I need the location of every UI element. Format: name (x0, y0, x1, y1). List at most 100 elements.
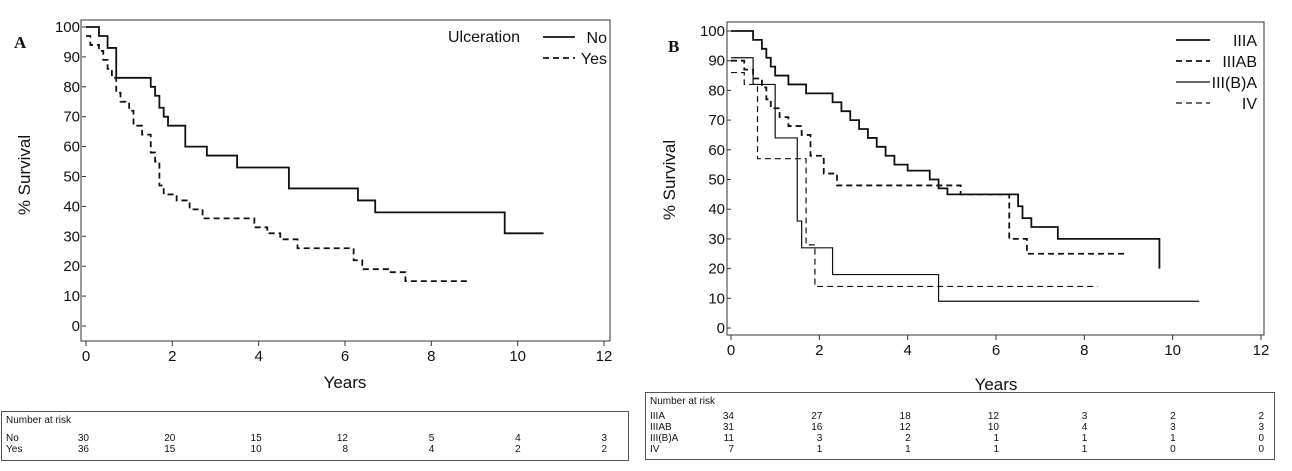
y-tick-label-b: 80 (708, 82, 725, 99)
risk-row: IIIA 34 27 18 12 3 2 2 (646, 411, 1274, 422)
y-tick-label-a: 90 (63, 49, 80, 66)
panel-letter-b: B (668, 37, 679, 56)
x-tick-label-a: 0 (82, 348, 90, 365)
risk-row-label: IIIAB (650, 422, 672, 433)
number-at-risk-title-b: Number at risk (650, 396, 716, 407)
x-tick-label-a: 10 (509, 348, 526, 365)
y-tick-label-a: 10 (63, 288, 80, 305)
x-tick-label-b: 10 (1164, 342, 1181, 359)
x-tick-label-b: 8 (1080, 342, 1088, 359)
y-tick-label-b: 20 (708, 261, 725, 278)
y-tick-label-a: 100 (55, 19, 80, 36)
risk-count: 2 (1258, 411, 1264, 422)
y-tick-label-a: 60 (63, 139, 80, 156)
risk-count: 10 (250, 444, 262, 455)
risk-row-label: III(B)A (650, 433, 679, 444)
y-tick-label-b: 40 (708, 201, 725, 218)
number-at-risk-table-a: Number at risk No 30 20 15 12 5 4 3 Yes 36 15 10 8 4 2… (1, 411, 629, 461)
series-line-a-no (86, 26, 544, 235)
y-tick-label-a: 70 (63, 109, 80, 126)
x-tick-label-a: 12 (596, 348, 613, 365)
risk-count: 16 (811, 422, 823, 433)
risk-count: 1 (993, 433, 999, 444)
risk-count: 1 (1081, 433, 1088, 444)
risk-row-label: IIIA (650, 411, 666, 422)
risk-count: 11 (723, 433, 734, 444)
risk-count: 2 (601, 444, 607, 455)
y-tick-label-b: 100 (700, 23, 725, 40)
risk-count: 3 (601, 433, 607, 444)
risk-count: 18 (899, 411, 911, 422)
risk-row-label: IV (650, 444, 660, 455)
y-tick-label-a: 20 (63, 258, 80, 275)
risk-count: 2 (1170, 411, 1176, 422)
risk-count: 30 (77, 433, 89, 444)
risk-count: 2 (515, 444, 521, 455)
series-line-b-iv (731, 71, 1098, 288)
risk-count: 15 (250, 433, 262, 444)
y-tick-label-a: 80 (63, 79, 80, 96)
risk-row: No 30 20 15 12 5 4 3 (2, 433, 628, 444)
x-tick-label-b: 4 (903, 342, 911, 359)
risk-count: 12 (336, 433, 348, 444)
y-axis-label-b: % Survival (660, 140, 679, 220)
risk-count: 3 (1170, 422, 1176, 433)
y-tick-label-a: 50 (63, 169, 80, 186)
risk-count: 1 (905, 444, 911, 455)
risk-count: 34 (722, 411, 734, 422)
legend-label-a: No (587, 30, 608, 47)
risk-row: IIIAB 31 16 12 10 4 3 3 (646, 422, 1274, 433)
y-tick-label-b: 90 (708, 53, 725, 70)
y-tick-label-b: 30 (708, 231, 725, 248)
y-tick-label-b: 50 (708, 172, 725, 189)
y-tick-label-b: 70 (708, 112, 725, 129)
risk-count: 4 (428, 444, 435, 455)
legend-title-a: Ulceration (448, 29, 520, 46)
risk-count: 0 (1258, 444, 1264, 455)
risk-count: 0 (1170, 444, 1176, 455)
risk-count: 36 (77, 444, 89, 455)
risk-count: 1 (993, 444, 999, 455)
risk-count: 3 (1258, 422, 1264, 433)
risk-row-label: No (6, 433, 19, 444)
risk-count: 4 (1081, 422, 1088, 433)
x-axis-label-a: Years (324, 373, 367, 392)
risk-count: 3 (816, 433, 823, 444)
y-axis-label-a: % Survival (15, 135, 34, 215)
risk-count: 7 (728, 444, 734, 455)
x-tick-label-b: 12 (1253, 342, 1270, 359)
risk-count: 15 (164, 444, 176, 455)
legend-label-b: IIIA (1233, 33, 1257, 50)
y-tick-label-b: 0 (717, 320, 725, 337)
risk-count: 1 (816, 444, 823, 455)
legend-label-a: Yes (581, 51, 607, 68)
x-tick-label-a: 2 (168, 348, 176, 365)
risk-count: 12 (899, 422, 911, 433)
risk-count: 1 (1081, 444, 1088, 455)
plot-frame-b (726, 21, 1265, 336)
x-tick-label-b: 6 (992, 342, 1000, 359)
risk-count: 12 (987, 411, 999, 422)
risk-count: 31 (722, 422, 734, 433)
panel-letter-a: A (14, 33, 27, 52)
x-tick-label-b: 2 (815, 342, 823, 359)
x-tick-label-a: 4 (254, 348, 262, 365)
risk-count: 4 (515, 433, 521, 444)
risk-count: 20 (164, 433, 176, 444)
x-axis-label-b: Years (975, 375, 1018, 394)
risk-count: 27 (811, 411, 823, 422)
x-tick-label-b: 0 (727, 342, 735, 359)
y-tick-label-b: 60 (708, 142, 725, 159)
legend-label-b: IV (1242, 96, 1257, 113)
risk-count: 5 (428, 433, 435, 444)
series-line-b-iiia (731, 30, 1161, 269)
x-tick-label-a: 6 (341, 348, 349, 365)
x-tick-label-a: 8 (427, 348, 435, 365)
risk-count: 2 (905, 433, 911, 444)
plot-frame-a (80, 19, 611, 342)
series-line-b-iiiab (731, 59, 1125, 255)
risk-row: III(B)A 11 3 2 1 1 1 0 (646, 433, 1274, 444)
risk-count: 3 (1081, 411, 1088, 422)
series-line-a-yes (86, 35, 471, 283)
